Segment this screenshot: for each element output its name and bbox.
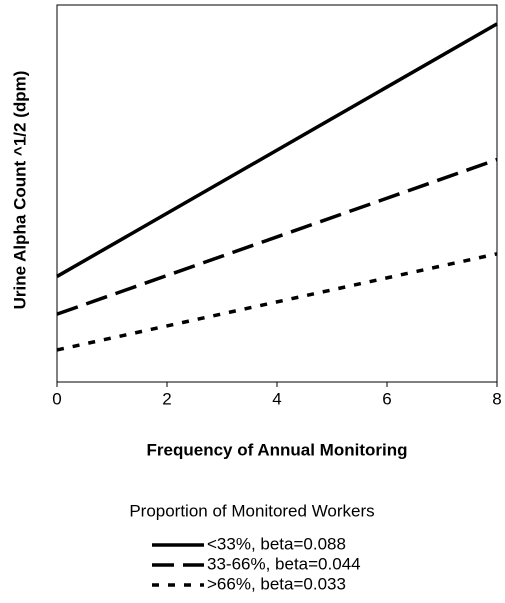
legend-title: Proportion of Monitored Workers: [129, 501, 374, 520]
x-tick-label: 0: [52, 389, 61, 408]
x-tick-label: 4: [272, 389, 281, 408]
x-tick-label: 2: [162, 389, 171, 408]
x-tick-label: 6: [382, 389, 391, 408]
series-line: [56, 22, 498, 278]
y-axis-label: Urine Alpha Count ^1/2 (dpm): [10, 71, 29, 310]
series-line: [56, 252, 498, 352]
series-line: [56, 157, 498, 316]
x-axis-label: Frequency of Annual Monitoring: [147, 440, 408, 459]
legend-label: 33-66%, beta=0.044: [207, 554, 361, 573]
legend-label: >66%, beta=0.033: [207, 574, 346, 593]
x-tick-label: 8: [492, 389, 501, 408]
legend-label: <33%, beta=0.088: [207, 534, 346, 553]
